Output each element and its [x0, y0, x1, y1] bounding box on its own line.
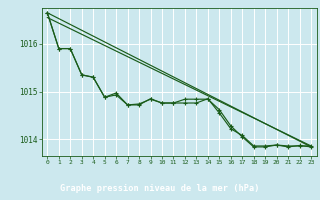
Text: Graphe pression niveau de la mer (hPa): Graphe pression niveau de la mer (hPa) — [60, 184, 260, 193]
